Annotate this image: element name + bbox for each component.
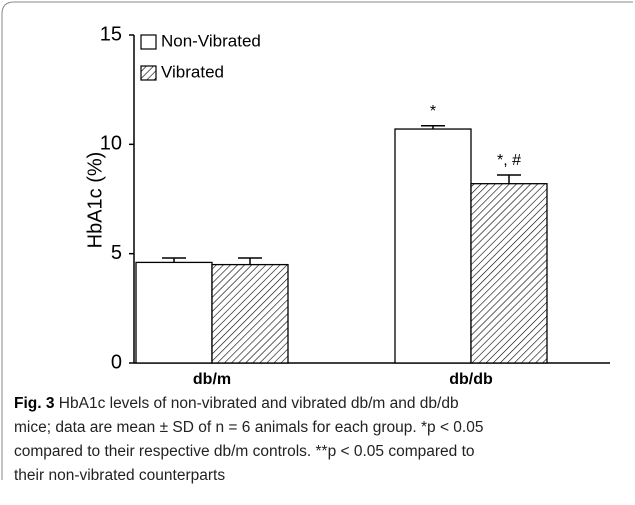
bar [470, 183, 548, 364]
annotation: * [430, 103, 436, 120]
y-tick-label: 0 [111, 351, 122, 373]
caption-line: their non-vibrated counterparts [14, 467, 225, 484]
y-tick-label: 5 [111, 242, 122, 264]
legend-swatch [140, 65, 157, 81]
caption-line: mice; data are mean ± SD of n = 6 animal… [14, 419, 483, 436]
caption-line: compared to their respective db/m contro… [14, 443, 475, 460]
annotation: *, # [497, 152, 521, 169]
bar [211, 263, 289, 364]
error-bar [497, 174, 521, 184]
bar [135, 261, 213, 364]
y-tick-label: 15 [100, 23, 122, 45]
legend-label: Vibrated [161, 62, 224, 81]
frame [1, 1, 633, 480]
bar [394, 128, 472, 364]
legend-label: Non-Vibrated [161, 31, 261, 50]
error-bar [421, 124, 445, 130]
legend-swatch [140, 34, 157, 50]
y-tick-label: 10 [100, 133, 122, 155]
caption-line: Fig. 3 HbA1c levels of non-vibrated and … [14, 395, 459, 412]
caption-text: HbA1c levels of non-vibrated and vibrate… [54, 395, 458, 412]
y-axis-label: HbA1c (%) [84, 152, 106, 249]
x-tick-label: db/m [193, 371, 231, 388]
figure-label: Fig. 3 [14, 395, 55, 412]
error-bar [238, 257, 262, 265]
x-tick-label: db/db [449, 371, 493, 388]
error-bar [162, 257, 186, 263]
